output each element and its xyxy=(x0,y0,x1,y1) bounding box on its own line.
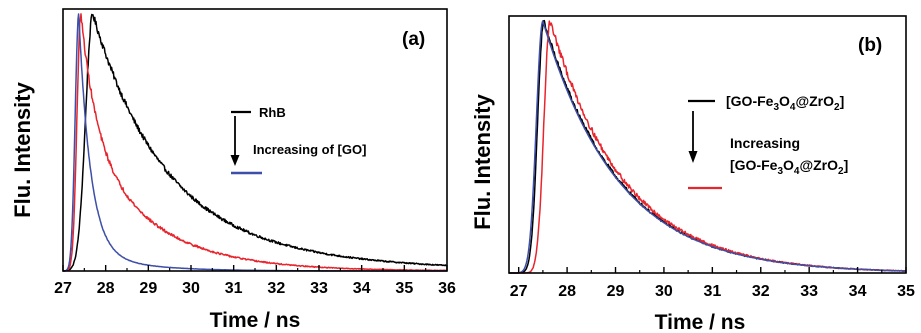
x-tick-label-a: 34 xyxy=(353,280,371,297)
x-tick-label-b: 33 xyxy=(800,283,818,300)
x-tick-label-a: 29 xyxy=(139,280,157,297)
y-axis-label-a: Flu. Intensity xyxy=(10,81,35,217)
x-tick-label-a: 30 xyxy=(182,280,200,297)
panel-label-a: (a) xyxy=(402,29,425,50)
x-tick-label-b: 35 xyxy=(897,283,915,300)
legend-b: [GO-Fe3O4@ZrO2] Increasing [GO-Fe3O4@ZrO… xyxy=(688,93,848,190)
x-tick-label-b: 30 xyxy=(655,283,673,300)
x-tick-label-a: 27 xyxy=(54,280,72,297)
series-line-b-1 xyxy=(508,19,907,274)
x-tick-label-b: 28 xyxy=(558,283,576,300)
legend-label-rhb: RhB xyxy=(259,105,286,120)
x-tick-label-a: 31 xyxy=(225,280,243,297)
plot-frame-b xyxy=(508,15,907,274)
ticks-a: 27 28 29 30 31 32 33 34 35 36 xyxy=(54,265,456,297)
legend-a: RhB Increasing of [GO] xyxy=(230,105,366,175)
x-axis-label-b: Time / ns xyxy=(655,311,746,333)
x-tick-label-b: 34 xyxy=(849,283,867,300)
legend-arrowhead-a xyxy=(230,155,240,166)
chart-panel-b: Flu. Intensity Time / ns (b) 27 28 29 30 31 3… xyxy=(470,15,915,333)
legend-label-go-fe3o4-zro2: [GO-Fe3O4@ZrO2] xyxy=(726,93,844,113)
x-tick-label-b: 29 xyxy=(607,283,625,300)
series-line-b-2 xyxy=(508,20,907,274)
plot-frame-a xyxy=(62,8,448,272)
curves-b xyxy=(508,19,907,274)
series-line-b-3 xyxy=(508,20,907,274)
legend-arrow-text-b-line2: [GO-Fe3O4@ZrO2] xyxy=(730,157,848,177)
x-tick-label-a: 28 xyxy=(97,280,115,297)
legend-arrow-text-a: Increasing of [GO] xyxy=(253,142,366,157)
legend-arrow-text-b-line1: Increasing xyxy=(730,135,800,151)
x-tick-label-a: 35 xyxy=(395,280,413,297)
x-tick-label-b: 32 xyxy=(752,283,770,300)
x-tick-label-a: 33 xyxy=(310,280,328,297)
chart-panel-a: Flu. Intensity Time / ns (a) 27 28 29 30 31 3… xyxy=(10,8,456,332)
ticks-b: 27 28 29 30 31 32 33 34 35 xyxy=(510,267,915,300)
x-tick-label-b: 31 xyxy=(703,283,721,300)
x-tick-label-a: 32 xyxy=(267,280,285,297)
y-axis-label-b: Flu. Intensity xyxy=(470,93,495,229)
x-tick-label-b: 27 xyxy=(510,283,528,300)
legend-arrowhead-b xyxy=(688,151,698,163)
panel-label-b: (b) xyxy=(858,35,882,56)
series-line-a-1 xyxy=(62,13,448,272)
x-tick-label-a: 36 xyxy=(438,280,456,297)
x-axis-label-a: Time / ns xyxy=(210,309,301,332)
